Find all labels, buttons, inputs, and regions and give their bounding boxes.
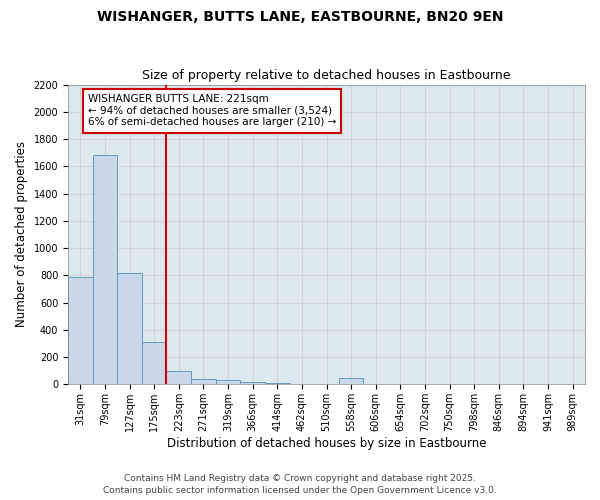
Bar bbox=[216, 380, 241, 384]
Bar bbox=[92, 156, 117, 384]
Text: Contains HM Land Registry data © Crown copyright and database right 2025.
Contai: Contains HM Land Registry data © Crown c… bbox=[103, 474, 497, 495]
Bar bbox=[265, 383, 290, 384]
Title: Size of property relative to detached houses in Eastbourne: Size of property relative to detached ho… bbox=[142, 69, 511, 82]
Y-axis label: Number of detached properties: Number of detached properties bbox=[15, 142, 28, 328]
Bar bbox=[166, 371, 191, 384]
Bar bbox=[117, 272, 142, 384]
Bar bbox=[241, 382, 265, 384]
Bar bbox=[68, 276, 92, 384]
X-axis label: Distribution of detached houses by size in Eastbourne: Distribution of detached houses by size … bbox=[167, 437, 486, 450]
Text: WISHANGER BUTTS LANE: 221sqm
← 94% of detached houses are smaller (3,524)
6% of : WISHANGER BUTTS LANE: 221sqm ← 94% of de… bbox=[88, 94, 336, 128]
Text: WISHANGER, BUTTS LANE, EASTBOURNE, BN20 9EN: WISHANGER, BUTTS LANE, EASTBOURNE, BN20 … bbox=[97, 10, 503, 24]
Bar bbox=[191, 379, 216, 384]
Bar bbox=[339, 378, 364, 384]
Bar bbox=[142, 342, 166, 384]
